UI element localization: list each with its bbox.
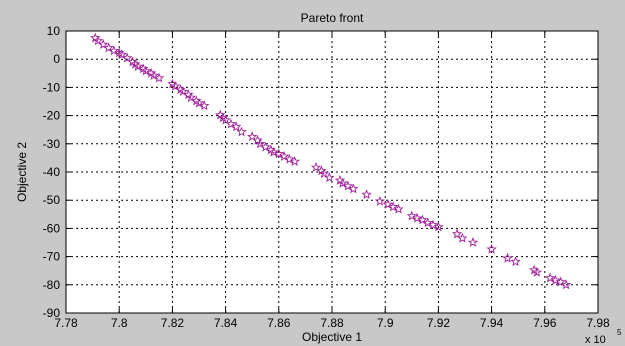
data-point (406, 210, 417, 221)
chart-title: Pareto front (301, 11, 364, 25)
x-axis-label: Objective 1 (302, 330, 362, 344)
x-tick-labels: 7.78 7.8 7.82 7.84 7.86 7.88 7.9 7.92 7.94 7.96 7.… (54, 316, 610, 330)
data-point (231, 121, 242, 132)
data-point (361, 189, 372, 199)
data-point (433, 221, 444, 232)
data-point (255, 138, 266, 149)
x-tick-label: 7.84 (214, 316, 238, 330)
x-axis-multiplier-exponent: 5 (617, 328, 622, 337)
y-tick-label: -20 (43, 109, 61, 123)
y-tick-label: -50 (43, 193, 61, 207)
data-point (550, 274, 561, 285)
data-point (225, 118, 237, 129)
x-tick-label: 7.92 (427, 316, 451, 330)
data-point (268, 146, 279, 157)
data-point (417, 214, 428, 225)
data-point (467, 237, 479, 247)
data-point (560, 279, 572, 290)
y-tick-label: 10 (47, 24, 61, 38)
data-point (140, 65, 151, 76)
data-point (169, 80, 181, 91)
y-tick-label: -80 (43, 278, 61, 292)
data-point (289, 156, 300, 166)
y-tick-label: -40 (43, 165, 61, 179)
y-tick-label: 0 (53, 52, 60, 66)
data-point (98, 39, 109, 49)
data-point (247, 131, 258, 142)
data-point (310, 162, 322, 172)
data-point (193, 97, 205, 108)
x-tick-label: 7.9 (377, 316, 394, 330)
x-tick-label: 7.86 (267, 316, 291, 330)
y-tick-label: -70 (43, 250, 61, 264)
x-axis-multiplier: x 10 (585, 334, 606, 346)
y-tick-label: -30 (43, 137, 61, 151)
data-point (337, 177, 348, 188)
data-point (502, 252, 513, 263)
y-axis-label: Objective 2 (15, 142, 29, 202)
data-point (411, 212, 423, 223)
x-tick-label: 7.94 (480, 316, 504, 330)
data-point (284, 153, 295, 164)
x-tick-label: 7.96 (533, 316, 557, 330)
data-points (90, 32, 572, 290)
tick-marks (65, 30, 599, 314)
data-point (348, 183, 359, 194)
data-point (278, 151, 290, 161)
x-tick-label: 7.98 (586, 316, 610, 330)
data-point (342, 180, 354, 191)
data-point (457, 232, 468, 243)
data-point (108, 45, 120, 56)
x-tick-label: 7.78 (54, 316, 78, 330)
data-point (451, 228, 463, 239)
grid-lines (66, 31, 598, 313)
data-point (92, 35, 104, 46)
x-tick-label: 7.8 (111, 316, 128, 330)
data-point (148, 70, 159, 80)
data-point (510, 256, 521, 267)
x-tick-label: 7.88 (320, 316, 344, 330)
y-tick-label: -60 (43, 221, 61, 235)
y-tick-labels: 10 0 -10 -20 -30 -40 -50 -60 -70 -80 -90 (43, 24, 61, 320)
data-point (220, 114, 231, 125)
data-point (260, 141, 271, 152)
data-point (122, 52, 133, 63)
data-point (422, 217, 433, 228)
data-point (555, 276, 566, 287)
x-tick-label: 7.82 (161, 316, 185, 330)
data-point (427, 219, 439, 230)
data-point (324, 172, 335, 183)
data-point (185, 92, 197, 102)
data-point (103, 42, 114, 53)
data-point (318, 168, 330, 179)
data-point (273, 148, 284, 159)
data-point (544, 272, 556, 283)
data-point (531, 266, 542, 277)
data-point (382, 198, 394, 209)
data-point (177, 86, 189, 97)
data-point (132, 61, 143, 71)
data-point (153, 72, 165, 83)
data-point (199, 100, 210, 111)
data-point (236, 126, 247, 137)
data-point (393, 203, 404, 214)
data-point (116, 49, 128, 60)
data-point (374, 195, 386, 206)
y-tick-label: -10 (43, 80, 61, 94)
data-point (486, 243, 497, 254)
data-point (388, 201, 399, 212)
y-tick-label: -90 (43, 306, 61, 320)
